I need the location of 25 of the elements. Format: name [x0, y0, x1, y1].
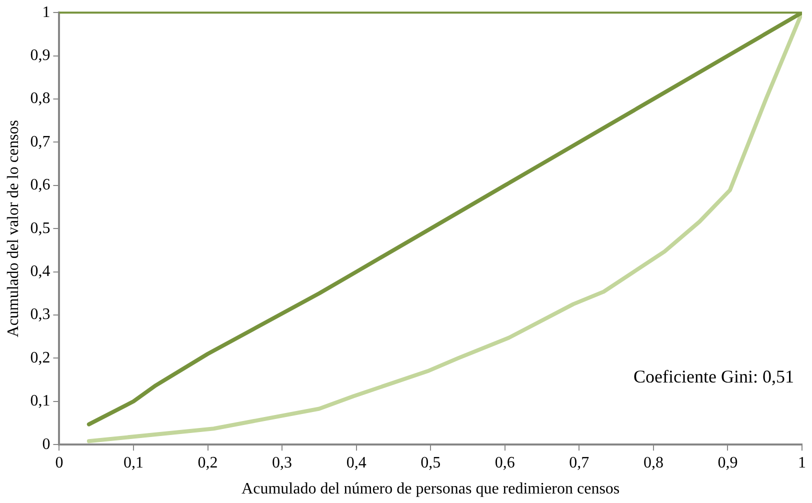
- y-tick-label: 0: [42, 436, 50, 453]
- y-tick-label: 0,1: [30, 392, 50, 410]
- x-tick-label: 0: [55, 454, 64, 472]
- x-tick-label: 0,9: [718, 454, 738, 472]
- annotation: Coeficiente Gini: 0,51: [634, 366, 794, 387]
- x-tick-label: 0,6: [494, 454, 515, 472]
- y-tick-label: 0,7: [30, 133, 50, 150]
- x-tick-label: 0,3: [272, 454, 292, 472]
- y-tick-label: 0,2: [30, 349, 50, 366]
- y-tick-label: 0,4: [30, 263, 50, 280]
- x-tick-label: 0,5: [420, 454, 441, 472]
- y-tick-label: 0,8: [30, 90, 50, 108]
- x-tick-label: 1: [798, 454, 806, 472]
- y-tick-label: 1: [42, 4, 50, 21]
- y-tick-label: 0,3: [30, 306, 50, 324]
- x-tick-label: 0,1: [123, 454, 144, 472]
- y-tick-label: 0,5: [30, 220, 50, 237]
- x-axis-title: Acumulado del número de personas que redimieron censos: [242, 480, 620, 498]
- x-tick-label: 0,4: [346, 454, 366, 472]
- y-tick-label: 0,6: [30, 176, 50, 194]
- y-axis-title: Acumulado del valor de lo censos: [4, 120, 22, 338]
- y-tick-label: 0,9: [30, 47, 50, 64]
- x-tick-label: 0,7: [569, 454, 590, 472]
- x-tick-label: 0,8: [643, 454, 664, 472]
- x-tick-label: 0,2: [198, 454, 218, 472]
